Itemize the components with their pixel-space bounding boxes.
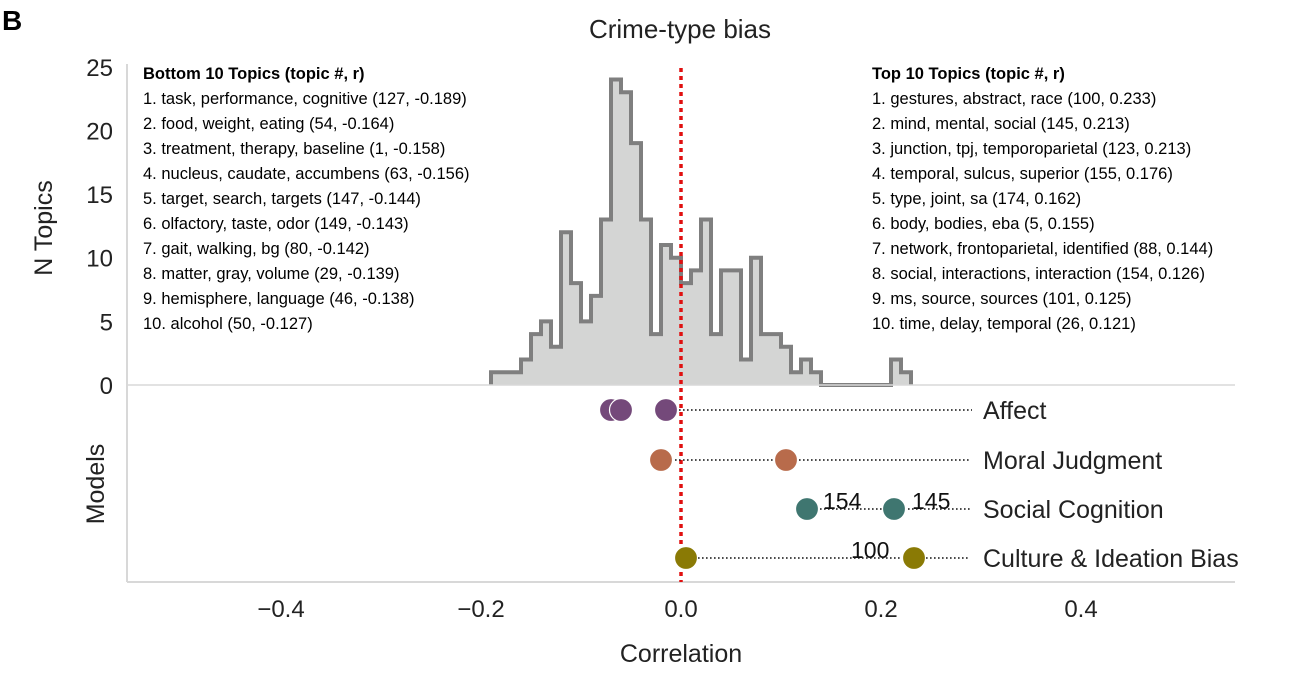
model-point bbox=[794, 496, 820, 522]
histogram-bar bbox=[491, 372, 511, 385]
bottom-topic-item: 3. treatment, therapy, baseline (1, -0.1… bbox=[143, 140, 445, 158]
histogram-bar bbox=[711, 334, 721, 385]
histogram-bar bbox=[641, 219, 651, 385]
histogram bbox=[489, 77, 913, 387]
bottom-topic-item: 5. target, search, targets (147, -0.144) bbox=[143, 190, 421, 208]
top-topic-item: 5. type, joint, sa (174, 0.162) bbox=[872, 190, 1081, 208]
histogram-bar bbox=[671, 257, 681, 385]
model-point bbox=[773, 447, 799, 473]
top-topic-item: 4. temporal, sulcus, superior (155, 0.17… bbox=[872, 165, 1173, 183]
histogram-bar bbox=[581, 321, 591, 385]
histogram-bar bbox=[811, 372, 821, 385]
model-label: Social Cognition bbox=[983, 496, 1164, 524]
histogram-bar bbox=[601, 219, 611, 385]
chart-title: Crime-type bias bbox=[589, 14, 771, 44]
histogram-bar bbox=[521, 359, 531, 385]
histogram-bar bbox=[511, 372, 521, 385]
top-topic-item: 9. ms, source, sources (101, 0.125) bbox=[872, 290, 1132, 308]
y-axis-label-top: N Topics bbox=[30, 180, 58, 275]
x-tick-label: 0.4 bbox=[1064, 596, 1097, 623]
histogram-bar bbox=[781, 346, 791, 385]
histogram-outline bbox=[489, 77, 913, 387]
model-row: Affect bbox=[598, 397, 1047, 425]
y-axis-label-bottom: Models bbox=[82, 444, 110, 525]
histogram-bar bbox=[721, 270, 731, 385]
point-number-label: 154 bbox=[823, 488, 862, 514]
top-topic-item: 10. time, delay, temporal (26, 0.121) bbox=[872, 315, 1136, 333]
top-topic-item: 2. mind, mental, social (145, 0.213) bbox=[872, 115, 1130, 133]
histogram-bar bbox=[731, 270, 741, 385]
x-tick-label: 0.0 bbox=[664, 596, 697, 623]
point-number-label: 100 bbox=[851, 537, 889, 563]
histogram-bar bbox=[691, 270, 701, 385]
histogram-bar bbox=[741, 359, 751, 385]
bottom-topic-item: 1. task, performance, cognitive (127, -0… bbox=[143, 90, 467, 108]
histogram-bar bbox=[621, 92, 631, 386]
histogram-bar bbox=[801, 359, 811, 385]
top-topic-item: 3. junction, tpj, temporoparietal (123, … bbox=[872, 140, 1191, 158]
histogram-bar bbox=[661, 244, 671, 385]
histogram-bar bbox=[631, 143, 641, 385]
histogram-bar bbox=[791, 372, 801, 385]
histogram-bar bbox=[551, 346, 561, 385]
histogram-bar bbox=[541, 321, 551, 385]
histogram-bar bbox=[531, 334, 541, 385]
bottom-topic-item: 6. olfactory, taste, odor (149, -0.143) bbox=[143, 215, 409, 233]
bottom-topic-item: 7. gait, walking, bg (80, -0.142) bbox=[143, 240, 370, 258]
model-row: Social Cognition bbox=[794, 496, 1164, 524]
top-topics-title: Top 10 Topics (topic #, r) bbox=[872, 65, 1065, 83]
x-tick-label: −0.4 bbox=[257, 596, 304, 623]
y-tick-label: 25 bbox=[86, 55, 113, 82]
histogram-bar bbox=[771, 334, 781, 385]
model-rows: Affect Moral Judgment Social Cognition Cult… bbox=[598, 397, 1239, 573]
histogram-bar bbox=[591, 295, 601, 385]
y-tick-label: 10 bbox=[86, 246, 113, 273]
model-label: Culture & Ideation Bias bbox=[983, 545, 1239, 573]
histogram-bar bbox=[701, 219, 711, 385]
histogram-bar bbox=[761, 334, 771, 385]
panel-letter: B bbox=[2, 5, 22, 36]
top-topic-item: 7. network, frontoparietal, identified (… bbox=[872, 240, 1213, 258]
top-topic-item: 8. social, interactions, interaction (15… bbox=[872, 265, 1205, 283]
model-row: Moral Judgment bbox=[648, 447, 1162, 475]
bottom-topic-item: 9. hemisphere, language (46, -0.138) bbox=[143, 290, 415, 308]
histogram-bar bbox=[611, 79, 621, 385]
model-point bbox=[881, 496, 907, 522]
x-tick-label: −0.2 bbox=[457, 596, 504, 623]
bottom-topic-item: 10. alcohol (50, -0.127) bbox=[143, 315, 313, 333]
y-tick-label: 15 bbox=[86, 182, 113, 209]
y-tick-label: 0 bbox=[100, 373, 113, 400]
y-ticks: 0 5 10 15 20 25 bbox=[86, 55, 113, 400]
point-number-label: 145 bbox=[912, 488, 950, 514]
bottom-topics-list: Bottom 10 Topics (topic #, r) 1. task, p… bbox=[143, 65, 470, 333]
histogram-bar bbox=[751, 257, 761, 385]
bottom-topic-item: 8. matter, gray, volume (29, -0.139) bbox=[143, 265, 399, 283]
y-tick-label: 5 bbox=[100, 309, 113, 336]
model-point bbox=[608, 397, 634, 423]
x-ticks: −0.4 −0.2 0.0 0.2 0.4 bbox=[257, 596, 1097, 623]
histogram-bar bbox=[651, 334, 661, 385]
bottom-topic-item: 2. food, weight, eating (54, -0.164) bbox=[143, 115, 394, 133]
bottom-topic-item: 4. nucleus, caudate, accumbens (63, -0.1… bbox=[143, 165, 470, 183]
x-tick-label: 0.2 bbox=[864, 596, 897, 623]
histogram-bar bbox=[891, 359, 901, 385]
histogram-bar bbox=[571, 283, 581, 385]
model-label: Moral Judgment bbox=[983, 447, 1162, 475]
model-point bbox=[648, 447, 674, 473]
y-tick-label: 20 bbox=[86, 118, 113, 145]
top-topic-item: 1. gestures, abstract, race (100, 0.233) bbox=[872, 90, 1156, 108]
x-axis-label: Correlation bbox=[620, 640, 742, 668]
top-topics-list: Top 10 Topics (topic #, r) 1. gestures, … bbox=[872, 65, 1213, 333]
histogram-bar bbox=[901, 372, 911, 385]
histogram-bar bbox=[681, 283, 691, 385]
top-topic-item: 6. body, bodies, eba (5, 0.155) bbox=[872, 215, 1095, 233]
histogram-bar bbox=[561, 232, 571, 385]
model-point bbox=[673, 545, 699, 571]
model-label: Affect bbox=[983, 397, 1047, 425]
bottom-topics-title: Bottom 10 Topics (topic #, r) bbox=[143, 65, 365, 83]
model-point bbox=[653, 397, 679, 423]
model-point bbox=[901, 545, 927, 571]
model-row: Culture & Ideation Bias bbox=[673, 545, 1239, 573]
